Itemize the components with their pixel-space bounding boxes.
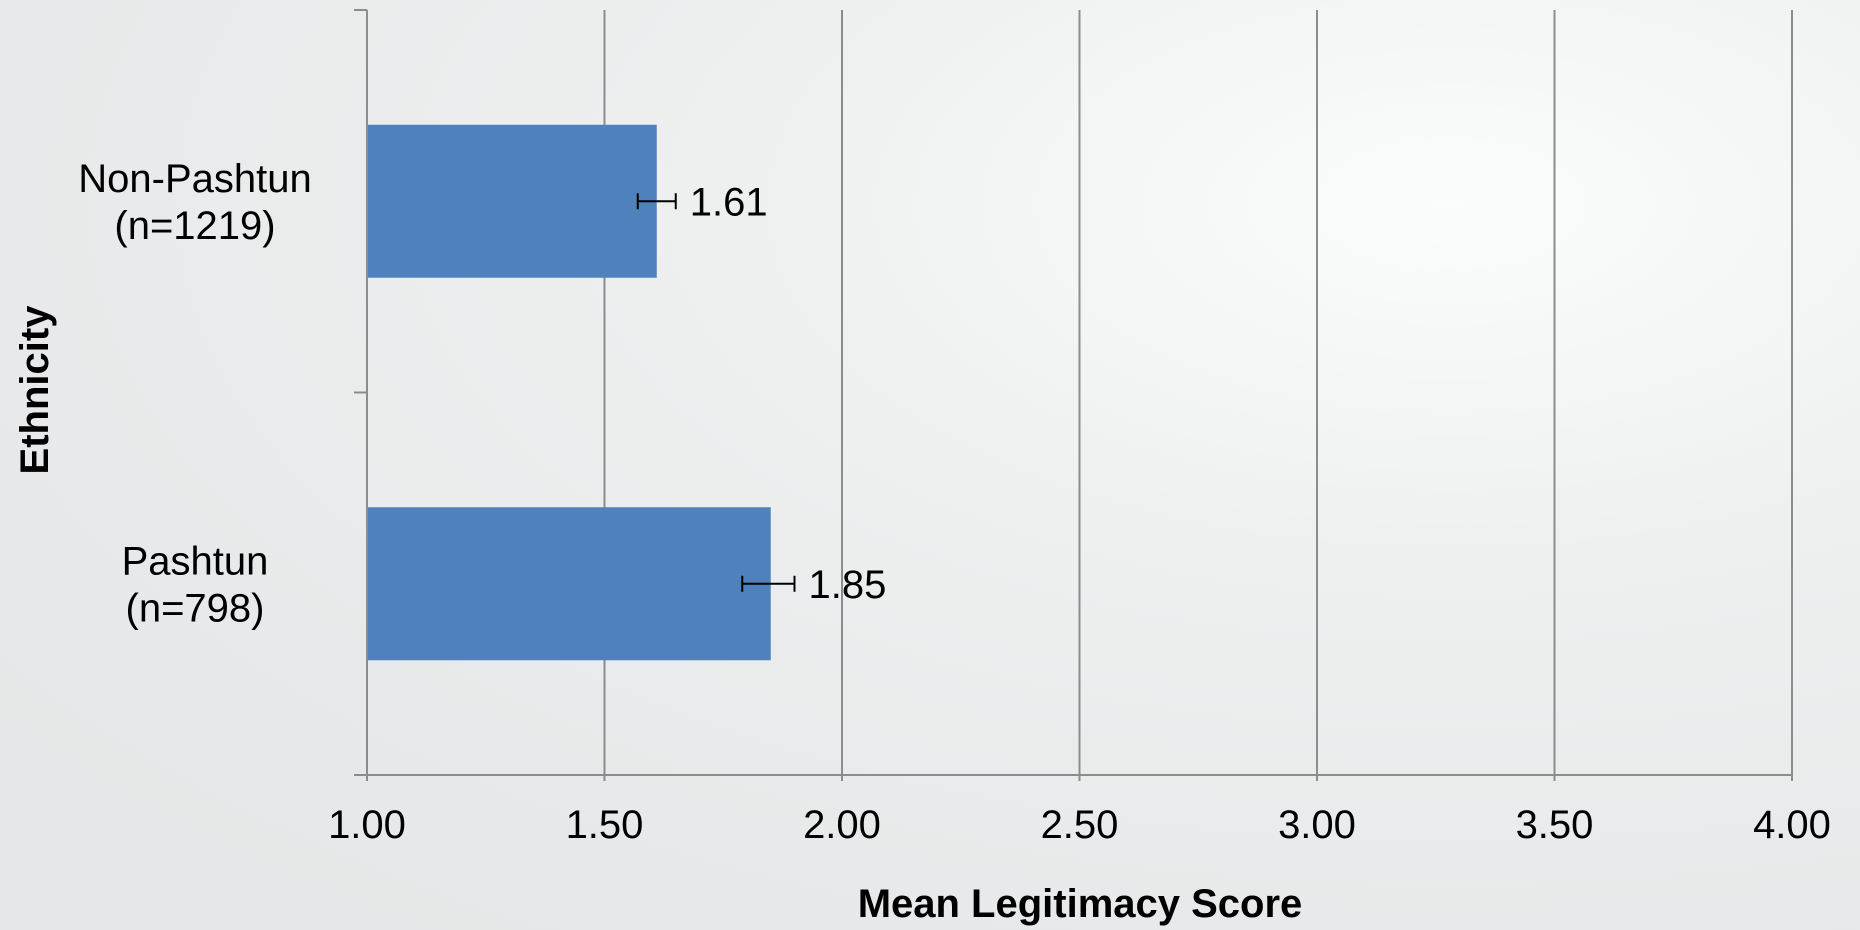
y-category-label-line: (n=798) <box>126 586 265 630</box>
data-label: 1.61 <box>690 180 768 224</box>
x-tick-label: 4.00 <box>1753 803 1831 847</box>
axes <box>354 9 1793 781</box>
x-tick-label: 1.00 <box>328 803 406 847</box>
x-tick-label: 3.50 <box>1516 803 1594 847</box>
x-axis-title: Mean Legitimacy Score <box>858 882 1303 926</box>
labels: 1.00 1.50 2.00 2.50 3.00 3.50 4.00 1.61 Non-Pash… <box>78 157 1831 847</box>
data-label: 1.85 <box>809 563 887 607</box>
y-category-label-line: Non-Pashtun <box>78 157 311 201</box>
bar <box>367 507 771 661</box>
bars <box>367 124 796 661</box>
y-category-label-line: Pashtun <box>122 539 269 583</box>
y-category-label-line: (n=1219) <box>114 204 275 248</box>
x-tick-label: 2.00 <box>803 803 881 847</box>
x-tick-label: 2.50 <box>1041 803 1119 847</box>
y-category-label: Pashtun (n=798) <box>122 539 269 630</box>
bar <box>367 124 657 278</box>
y-category-label: Non-Pashtun (n=1219) <box>78 157 311 248</box>
x-tick-label: 3.00 <box>1278 803 1356 847</box>
x-tick-label: 1.50 <box>566 803 644 847</box>
gridlines <box>603 10 1793 780</box>
y-axis-title: Ethnicity <box>13 305 57 475</box>
